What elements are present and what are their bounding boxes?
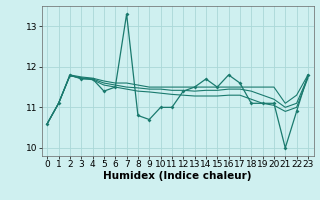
X-axis label: Humidex (Indice chaleur): Humidex (Indice chaleur) [103, 171, 252, 181]
